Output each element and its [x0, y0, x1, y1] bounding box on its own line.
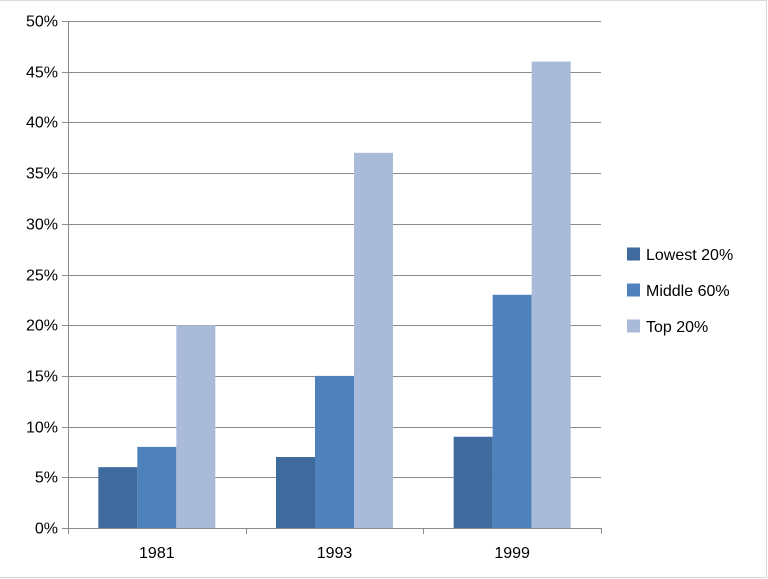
legend-swatch — [627, 319, 640, 333]
axes — [62, 21, 602, 534]
legend-label: Top 20% — [646, 319, 708, 336]
bar-middle-60-1993 — [315, 375, 354, 528]
y-tick-label: 30% — [26, 217, 58, 234]
y-tick-label: 50% — [26, 14, 58, 31]
x-axis-category-labels: 1981 1993 1999 — [139, 545, 530, 562]
x-category-label: 1981 — [139, 545, 175, 562]
legend-label: Lowest 20% — [646, 247, 733, 264]
bar-lowest-20-1981 — [98, 467, 138, 528]
y-tick-label: 0% — [35, 521, 58, 538]
bar-top-20-1981 — [176, 325, 216, 528]
bar-middle-60-1981 — [137, 446, 177, 528]
bar-middle-60-1999 — [492, 294, 532, 528]
bar-lowest-20-1993 — [276, 457, 315, 528]
legend: Lowest 20% Middle 60% Top 20% — [627, 247, 733, 336]
y-tick-label: 15% — [26, 369, 58, 386]
x-category-label: 1993 — [317, 545, 353, 562]
y-tick-label: 10% — [26, 420, 58, 437]
y-tick-label: 5% — [35, 470, 58, 487]
y-tick-label: 40% — [26, 115, 58, 132]
legend-label: Middle 60% — [646, 283, 730, 300]
y-tick-label: 20% — [26, 318, 58, 335]
legend-swatch — [627, 283, 640, 297]
legend-swatch — [627, 247, 640, 261]
y-tick-label: 35% — [26, 166, 58, 183]
bar-top-20-1999 — [531, 61, 571, 529]
bar-lowest-20-1999 — [453, 436, 493, 528]
bars — [98, 61, 571, 529]
x-category-label: 1999 — [494, 545, 530, 562]
y-tick-label: 45% — [26, 65, 58, 82]
y-tick-label: 25% — [26, 268, 58, 285]
bar-top-20-1993 — [354, 152, 393, 528]
y-axis-tick-labels: 0% 5% 10% 15% 20% 25% 30% 35% 40% 45% 50% — [26, 14, 58, 538]
